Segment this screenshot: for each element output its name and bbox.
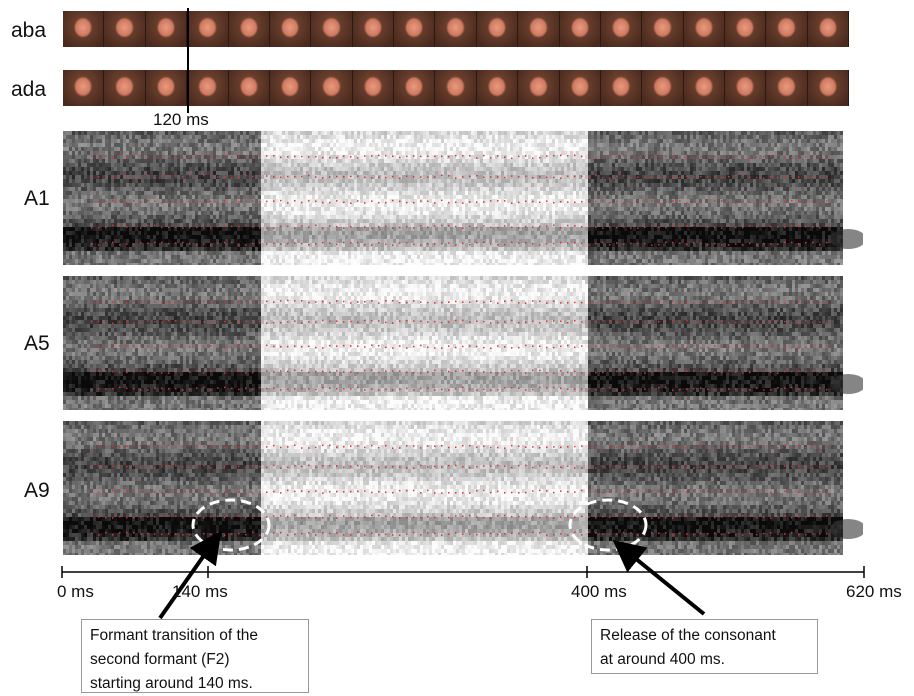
video-frame: [601, 70, 642, 106]
video-frame: [104, 11, 145, 47]
video-frame: [353, 70, 394, 106]
spectrogram-a9: [63, 421, 863, 555]
ada-label: ada: [11, 79, 46, 100]
video-frame: [270, 11, 311, 47]
tick-label-140: 140 ms: [172, 582, 228, 602]
video-frame: [808, 70, 849, 106]
video-frame: [187, 11, 228, 47]
tick-label-620: 620 ms: [846, 582, 902, 602]
callout-left-line-2: second formant (F2): [90, 648, 300, 672]
video-frame: [560, 11, 601, 47]
video-frame: [104, 70, 145, 106]
video-frame: [63, 70, 104, 106]
ada-video-strip: [63, 70, 849, 106]
video-frame: [229, 11, 270, 47]
video-frame: [684, 11, 725, 47]
video-frame: [725, 70, 766, 106]
video-frame: [311, 70, 352, 106]
video-frame: [353, 11, 394, 47]
aba-video-strip: [63, 11, 849, 47]
video-frame: [311, 11, 352, 47]
video-frame: [435, 11, 476, 47]
time-marker-line: [187, 8, 189, 113]
f2-transition-callout: Formant transition of the second formant…: [81, 619, 309, 693]
video-frame: [642, 11, 683, 47]
right-callout-arrow: [625, 550, 704, 614]
video-frame: [394, 70, 435, 106]
spectrogram-a5: [63, 276, 863, 410]
video-frame: [187, 70, 228, 106]
spectrogram-label-a1: A1: [24, 188, 50, 209]
video-frame: [435, 70, 476, 106]
video-frame: [146, 11, 187, 47]
video-frame: [560, 70, 601, 106]
video-frame: [808, 11, 849, 47]
video-frame: [270, 70, 311, 106]
video-frame: [684, 70, 725, 106]
callout-right-line-2: at around 400 ms.: [600, 648, 809, 672]
callout-right-line-1: Release of the consonant: [600, 624, 809, 648]
spectrogram-label-a9: A9: [24, 480, 50, 501]
callout-left-line-1: Formant transition of the: [90, 624, 300, 648]
release-callout: Release of the consonant at around 400 m…: [591, 619, 818, 674]
video-frame: [766, 11, 807, 47]
aba-label: aba: [11, 20, 46, 41]
spectrogram-label-a5: A5: [24, 333, 50, 354]
video-frame: [642, 70, 683, 106]
video-frame: [477, 11, 518, 47]
left-callout-arrow: [160, 544, 212, 618]
video-frame: [766, 70, 807, 106]
video-frame: [229, 70, 270, 106]
video-frame: [518, 70, 559, 106]
video-frame: [518, 11, 559, 47]
video-frame: [725, 11, 766, 47]
video-frame: [601, 11, 642, 47]
tick-label-400: 400 ms: [571, 582, 627, 602]
video-frame: [477, 70, 518, 106]
spectrogram-a1: [63, 131, 863, 265]
video-frame: [63, 11, 104, 47]
callout-left-line-3: starting around 140 ms.: [90, 672, 300, 696]
time-marker-label: 120 ms: [153, 110, 209, 130]
video-frame: [146, 70, 187, 106]
tick-label-0: 0 ms: [57, 582, 94, 602]
video-frame: [394, 11, 435, 47]
